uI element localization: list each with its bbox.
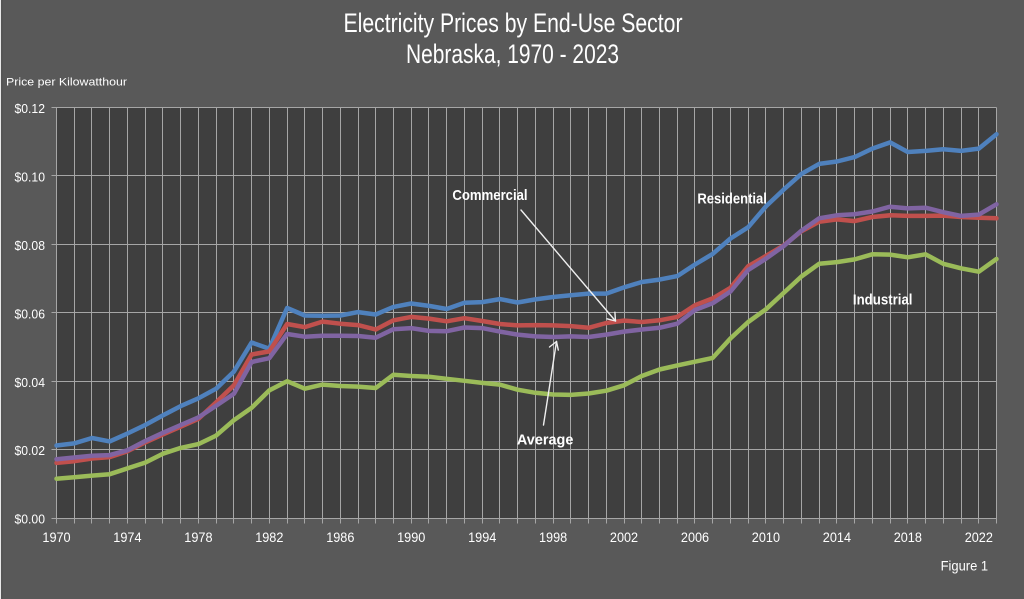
svg-text:1974: 1974 (113, 530, 142, 545)
svg-text:Average: Average (517, 431, 574, 448)
svg-text:$0.00: $0.00 (15, 512, 46, 527)
svg-text:Figure 1: Figure 1 (941, 559, 989, 574)
svg-text:Commercial: Commercial (452, 187, 527, 204)
svg-text:2010: 2010 (752, 530, 780, 545)
svg-text:1978: 1978 (184, 530, 212, 545)
svg-text:1990: 1990 (397, 530, 425, 545)
svg-text:$0.08: $0.08 (15, 238, 46, 253)
svg-text:Electricity Prices by End-Use: Electricity Prices by End-Use Sector (344, 8, 683, 38)
svg-text:1986: 1986 (326, 530, 354, 545)
svg-text:Industrial: Industrial (853, 291, 913, 308)
svg-text:$0.04: $0.04 (15, 375, 46, 390)
svg-text:2022: 2022 (965, 530, 993, 545)
svg-text:2014: 2014 (823, 530, 852, 545)
svg-text:2006: 2006 (681, 530, 709, 545)
svg-text:Residential: Residential (697, 191, 767, 208)
svg-text:$0.02: $0.02 (15, 443, 46, 458)
svg-text:$0.12: $0.12 (15, 101, 46, 116)
svg-text:1970: 1970 (42, 530, 70, 545)
svg-text:1998: 1998 (539, 530, 567, 545)
svg-text:1994: 1994 (468, 530, 497, 545)
svg-text:Price per Kilowatthour: Price per Kilowatthour (6, 77, 127, 89)
svg-text:$0.06: $0.06 (15, 306, 46, 321)
svg-text:Nebraska, 1970 - 2023: Nebraska, 1970 - 2023 (406, 39, 619, 69)
svg-text:2018: 2018 (894, 530, 922, 545)
svg-text:1982: 1982 (255, 530, 283, 545)
svg-text:$0.10: $0.10 (15, 170, 46, 185)
svg-text:2002: 2002 (610, 530, 638, 545)
